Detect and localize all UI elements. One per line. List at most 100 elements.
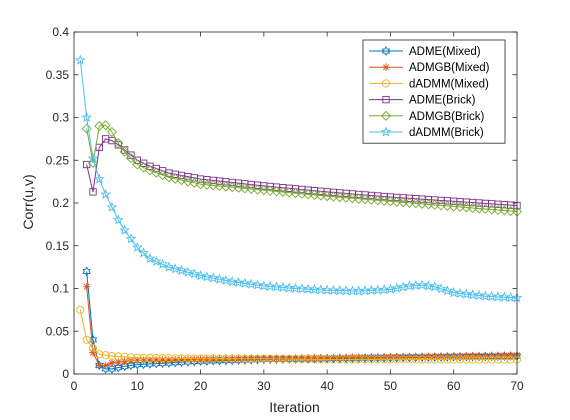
data-point [310,355,319,364]
data-point [247,354,256,363]
data-point [101,361,110,370]
data-point [95,361,104,370]
data-point [190,355,199,364]
data-point [499,205,510,216]
data-point [506,355,515,364]
data-point [493,355,503,364]
data-point [448,287,460,298]
legend-label: ADMGB(Brick) [409,111,485,123]
data-point [467,289,479,300]
data-point [163,261,175,272]
data-point [304,355,313,364]
data-point [277,281,289,293]
data-point [487,355,496,364]
data-point [119,224,130,235]
data-point [290,188,301,199]
data-point [297,355,306,364]
data-point [138,162,149,173]
data-point [182,266,194,277]
data-point [506,351,515,360]
legend-marker [381,46,391,56]
data-point [303,189,314,200]
legend-item: ADME(Mixed) [369,46,481,58]
data-point [285,354,293,363]
data-point [367,353,376,361]
data-point [188,268,200,279]
x-tick-label: 10 [131,379,145,393]
data-point [228,354,237,363]
data-point [74,54,86,65]
x-tick-label: 60 [447,379,461,393]
data-point [411,352,420,361]
data-point [106,126,118,138]
legend-marker [382,63,390,71]
data-point [405,355,414,364]
data-point [442,285,453,296]
data-point [373,353,382,361]
data-point [203,355,211,364]
data-point [239,277,251,288]
data-point [101,351,110,360]
data-point [272,354,281,363]
data-point [291,354,300,362]
data-point [341,192,352,203]
data-point [195,270,206,281]
data-point [233,276,244,288]
data-point [131,241,143,253]
data-point [443,355,452,364]
data-point [417,198,428,209]
data-point [348,355,357,364]
data-point [317,354,325,362]
data-point [82,266,91,277]
data-point [455,201,466,212]
data-point [430,355,439,364]
data-point [87,157,99,168]
data-point [505,206,516,217]
data-point [392,355,401,364]
data-point [139,356,148,365]
data-point [226,276,238,287]
data-point [89,348,97,357]
data-point [120,357,129,365]
data-point [284,187,295,198]
data-point [437,355,446,364]
y-tick-label: 0.15 [46,239,70,253]
data-point [114,358,123,366]
data-point [114,352,123,361]
data-point [227,182,238,193]
legend-label: ADMGB(Mixed) [409,62,490,74]
data-point [354,355,363,364]
data-point [152,353,161,363]
data-point [315,190,326,201]
data-point [342,353,350,362]
data-point [410,198,421,209]
series-dADMM(Brick) [74,54,523,303]
data-point [170,173,181,184]
data-point [354,353,363,362]
data-point [119,146,130,157]
y-tick-label: 0.2 [52,196,69,210]
data-point [221,354,230,363]
data-point [347,193,358,204]
data-point [214,180,225,192]
data-point [120,352,129,361]
data-point [283,282,295,293]
data-point [481,355,490,364]
data-point [271,186,282,197]
data-point [132,159,143,170]
legend-label: dADMM(Brick) [409,127,484,139]
data-point [336,353,344,362]
legend-marker [380,110,392,121]
data-point [113,138,124,149]
legend-item: ADMGB(Mixed) [369,62,490,74]
data-point [152,356,161,364]
data-point [468,355,477,364]
data-point [291,354,300,364]
data-point [279,354,287,363]
data-point [81,111,93,123]
data-point [144,165,155,176]
y-tick-label: 0.3 [52,111,69,125]
data-point [411,355,420,364]
data-point [100,188,112,200]
